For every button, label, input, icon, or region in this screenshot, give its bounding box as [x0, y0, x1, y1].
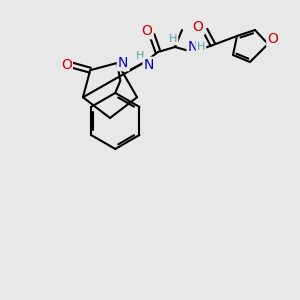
Text: O: O [193, 20, 203, 34]
Text: H: H [197, 42, 205, 52]
Text: O: O [142, 24, 152, 38]
Text: N: N [188, 40, 198, 54]
Text: H: H [136, 51, 144, 61]
Text: N: N [144, 58, 154, 72]
Text: O: O [61, 58, 72, 72]
Text: H: H [169, 34, 177, 44]
Text: O: O [268, 32, 278, 46]
Text: N: N [118, 56, 128, 70]
